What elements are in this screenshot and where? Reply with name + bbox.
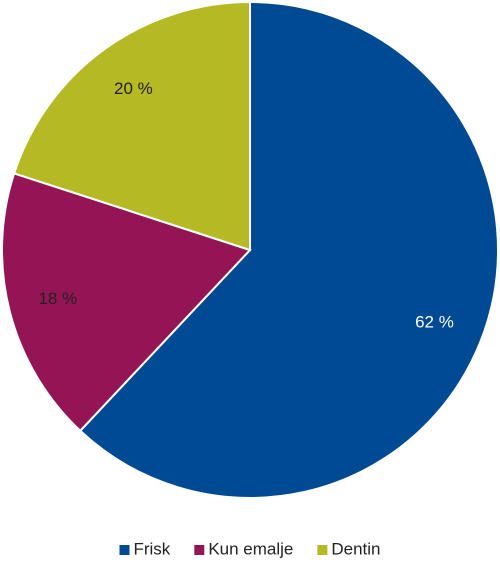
pie-slice <box>78 0 499 499</box>
legend-label: Frisk <box>133 539 170 558</box>
legend-label: Dentin <box>331 539 380 558</box>
legend-label: Kun emalje <box>208 539 293 558</box>
data-label: 18 % <box>38 289 77 308</box>
data-label: 62 % <box>415 313 454 332</box>
data-label: 20 % <box>114 79 153 98</box>
legend-swatch <box>119 545 130 555</box>
legend-swatch <box>194 545 205 555</box>
pie-slice <box>12 0 251 252</box>
pie-slice <box>1 172 252 433</box>
legend-swatch <box>317 545 328 555</box>
